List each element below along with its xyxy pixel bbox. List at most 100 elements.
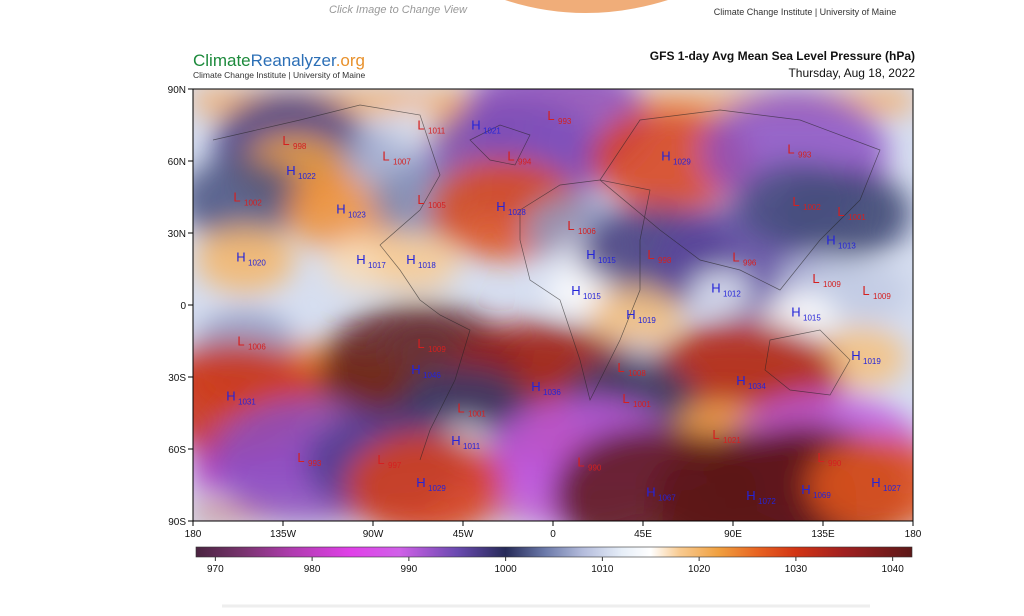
center-letter: L <box>457 401 464 416</box>
center-value: 1029 <box>428 484 446 493</box>
center-letter: H <box>711 281 720 296</box>
thumbnail-edge[interactable] <box>505 0 668 13</box>
x-tick-label: 180 <box>185 529 202 540</box>
x-tick-label: 45W <box>453 529 474 540</box>
center-letter: L <box>732 249 739 264</box>
center-value: 1006 <box>578 227 596 236</box>
colorbar-label: 1020 <box>688 564 711 575</box>
colorbar-label: 990 <box>401 564 418 575</box>
y-tick-label: 90N <box>168 85 186 96</box>
center-letter: H <box>791 305 800 320</box>
center-letter: H <box>471 117 480 132</box>
center-letter: L <box>377 452 384 467</box>
center-letter: H <box>406 252 415 267</box>
center-letter: L <box>817 450 824 465</box>
center-value: 1001 <box>468 410 486 419</box>
center-value: 1046 <box>423 371 441 380</box>
center-letter: H <box>356 252 365 267</box>
center-letter: L <box>647 247 654 262</box>
center-value: 993 <box>308 459 322 468</box>
center-letter: L <box>837 204 844 219</box>
center-value: 1017 <box>368 261 386 270</box>
x-tick-label: 135W <box>270 529 297 540</box>
center-letter: H <box>496 199 505 214</box>
center-letter: L <box>812 271 819 286</box>
center-value: 998 <box>658 256 672 265</box>
hint[interactable]: Click Image to Change View <box>329 4 468 16</box>
y-tick-label: 90S <box>168 517 186 528</box>
colorbar-label: 970 <box>207 564 224 575</box>
y-tick-label: 30N <box>168 229 186 240</box>
center-letter: L <box>787 141 794 156</box>
center-value: 1027 <box>883 484 901 493</box>
colorbar-label: 1000 <box>494 564 517 575</box>
center-letter: H <box>586 247 595 262</box>
center-value: 1018 <box>418 261 436 270</box>
center-value: 1022 <box>298 172 316 181</box>
center-value: 1006 <box>248 342 266 351</box>
center-letter: H <box>851 348 860 363</box>
center-letter: L <box>382 149 389 164</box>
center-value: 1023 <box>348 210 366 219</box>
center-value: 993 <box>798 150 812 159</box>
colorbar-label: 1030 <box>785 564 808 575</box>
pressure-blob <box>829 266 911 320</box>
center-value: 1019 <box>638 316 656 325</box>
center-value: 1072 <box>758 497 776 506</box>
center-value: 993 <box>558 117 572 126</box>
center-letter: H <box>626 307 635 322</box>
center-letter: L <box>862 283 869 298</box>
logo-part: Reanalyzer <box>251 51 337 70</box>
x-tick-label: 45E <box>634 529 652 540</box>
center-value: 1028 <box>508 208 526 217</box>
center-value: 1069 <box>813 491 831 500</box>
center-value: 1005 <box>428 201 446 210</box>
center-letter: H <box>646 485 655 500</box>
center-letter: H <box>746 488 755 503</box>
pressure-blob <box>194 226 296 293</box>
center-letter: H <box>736 373 745 388</box>
center-letter: L <box>547 108 554 123</box>
center-value: 1067 <box>658 494 676 503</box>
center-value: 1001 <box>848 213 866 222</box>
coastline <box>599 109 881 291</box>
center-value: 1034 <box>748 382 766 391</box>
center-value: 1015 <box>583 292 601 301</box>
center-value: 1031 <box>238 398 256 407</box>
pressure-blob <box>736 162 864 247</box>
center-letter: H <box>416 475 425 490</box>
center-value: 1009 <box>428 345 446 354</box>
center-value: 1009 <box>873 292 891 301</box>
top-credit: Climate Change Institute | University of… <box>714 7 896 17</box>
y-tick-label: 60N <box>168 157 186 168</box>
x-tick-label: 90W <box>363 529 384 540</box>
center-letter: L <box>237 333 244 348</box>
center-value: 1009 <box>823 280 841 289</box>
logo-part: Climate <box>193 51 251 70</box>
center-letter: L <box>577 455 584 470</box>
center-letter: H <box>531 379 540 394</box>
y-tick-label: 30S <box>168 373 186 384</box>
center-value: 1020 <box>248 258 266 267</box>
center-letter: L <box>233 189 240 204</box>
center-value: 1036 <box>543 388 561 397</box>
center-letter: L <box>507 149 514 164</box>
colorbar-label: 1040 <box>882 564 905 575</box>
center-value: 1015 <box>598 256 616 265</box>
center-value: 998 <box>293 142 307 151</box>
coastline <box>212 104 471 461</box>
center-value: 1011 <box>463 442 481 451</box>
center-letter: L <box>712 427 719 442</box>
y-tick-label: 0 <box>180 301 186 312</box>
center-letter: L <box>567 218 574 233</box>
center-letter: H <box>871 475 880 490</box>
pressure-blob <box>193 157 305 242</box>
center-value: 1011 <box>428 126 446 135</box>
center-value: 990 <box>588 464 602 473</box>
logo-subtitle: Climate Change Institute | University of… <box>193 70 366 80</box>
x-tick-label: 90E <box>724 529 742 540</box>
pressure-blob <box>371 232 459 291</box>
